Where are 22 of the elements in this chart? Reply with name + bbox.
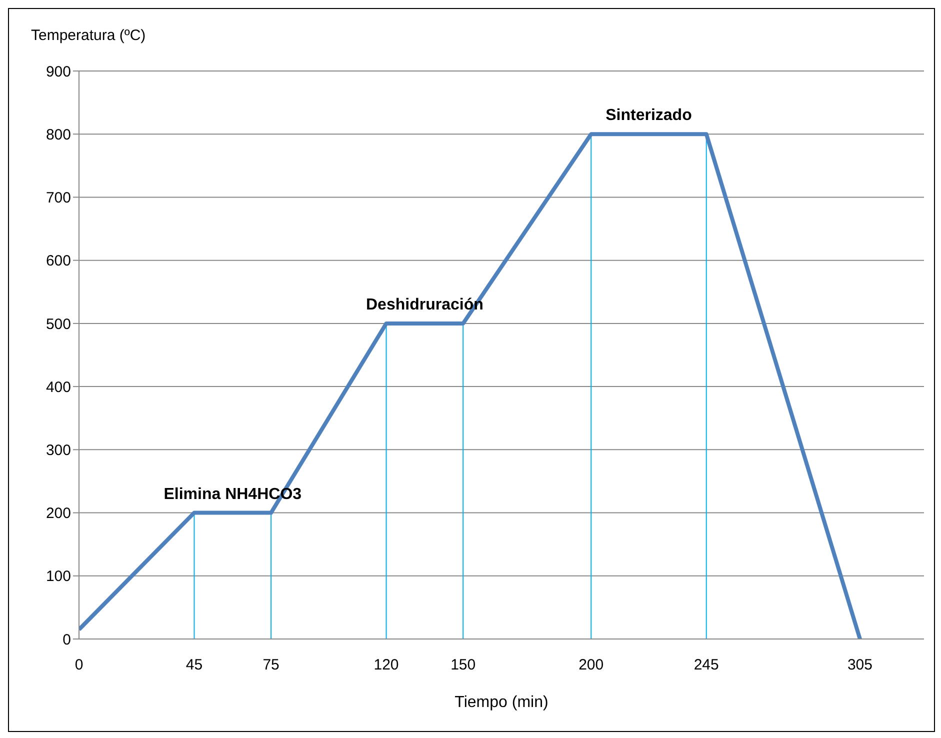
x-tick-label: 245 [694, 656, 719, 674]
y-tick-label: 600 [46, 252, 71, 270]
y-tick-label: 900 [46, 63, 71, 80]
y-tick-label: 0 [62, 631, 71, 648]
annotation: Sinterizado [606, 107, 692, 124]
y-tick-label: 100 [46, 568, 71, 586]
y-tick-label: 200 [46, 505, 71, 522]
y-tick-label: 300 [46, 442, 71, 459]
x-tick-label: 150 [450, 656, 476, 674]
line-series [79, 132, 862, 639]
x-tick-label: 200 [578, 656, 604, 674]
y-axis-title: Temperatura (ºC) [31, 27, 146, 44]
x-tick-label: 305 [847, 656, 872, 674]
x-tick-label: 45 [186, 656, 203, 674]
y-tick-label: 700 [46, 190, 71, 207]
x-tick-label: 75 [262, 656, 280, 674]
x-tick-label: 0 [74, 656, 84, 674]
x-tick-label: 120 [374, 656, 399, 674]
y-tick-label: 400 [46, 378, 71, 396]
x-axis-title: Tiempo (min) [454, 694, 548, 711]
y-tick-label: 500 [46, 316, 71, 333]
y-tick-label: 800 [46, 126, 71, 144]
